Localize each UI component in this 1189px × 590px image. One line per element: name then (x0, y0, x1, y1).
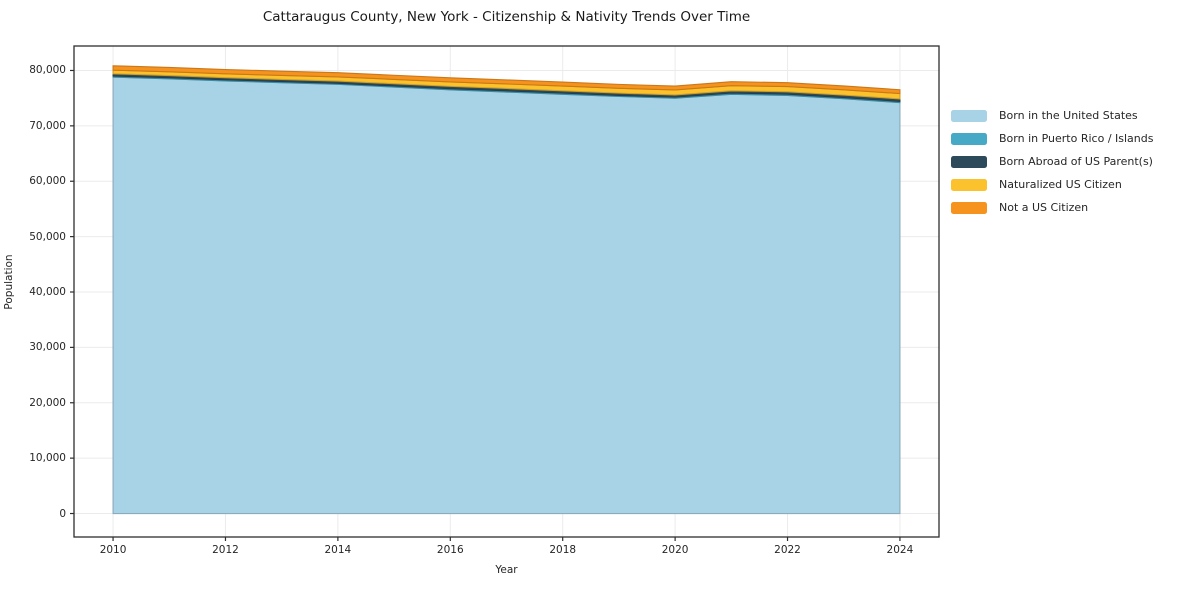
x-axis-label: Year (495, 564, 518, 576)
x-tick-label: 2022 (774, 544, 801, 556)
area-born-in-the-united-states (112, 76, 901, 515)
legend-swatch-icon (951, 178, 987, 191)
x-tick-label: 2024 (886, 544, 914, 556)
chart-title: Cattaraugus County, New York - Citizensh… (262, 9, 751, 25)
y-tick-label: 10,000 (29, 452, 66, 465)
legend-item-born-in-the-united-states: Born in the United States (951, 104, 1153, 127)
legend-swatch-icon (951, 201, 987, 214)
legend-label: Born in the United States (999, 109, 1138, 122)
legend-item-naturalized-us-citizen: Naturalized US Citizen (951, 173, 1153, 196)
x-tick-label: 2010 (99, 544, 127, 556)
y-axis-label: Population (3, 254, 15, 310)
x-tick-label: 2016 (436, 544, 464, 556)
legend-label: Born in Puerto Rico / Islands (999, 132, 1154, 145)
legend-item-born-abroad-of-us-parent-s: Born Abroad of US Parent(s) (951, 150, 1153, 173)
legend-swatch-icon (951, 155, 987, 168)
legend-swatch-icon (951, 132, 987, 145)
legend-item-not-a-us-citizen: Not a US Citizen (951, 196, 1153, 219)
legend-swatch-icon (951, 109, 987, 122)
legend-label: Naturalized US Citizen (999, 178, 1122, 191)
x-tick-label: 2012 (212, 544, 239, 556)
y-tick-label: 60,000 (29, 175, 66, 188)
y-tick-label: 70,000 (29, 119, 66, 132)
x-tick-label: 2014 (324, 544, 352, 556)
area-not-a-us-citizen (112, 65, 901, 95)
x-tick-label: 2020 (661, 544, 689, 556)
legend-item-born-in-puerto-rico-islands: Born in Puerto Rico / Islands (951, 127, 1153, 150)
y-tick-label: 80,000 (29, 64, 66, 77)
legend-label: Born Abroad of US Parent(s) (999, 155, 1153, 168)
y-tick-label: 20,000 (29, 396, 66, 409)
y-tick-label: 30,000 (29, 341, 66, 354)
y-tick-label: 50,000 (29, 230, 66, 243)
legend-label: Not a US Citizen (999, 201, 1089, 214)
y-tick-label: 40,000 (29, 285, 66, 298)
y-tick-label: 0 (59, 507, 66, 520)
legend: Born in the United States Born in Puerto … (951, 104, 1153, 219)
x-tick-label: 2018 (549, 544, 577, 556)
